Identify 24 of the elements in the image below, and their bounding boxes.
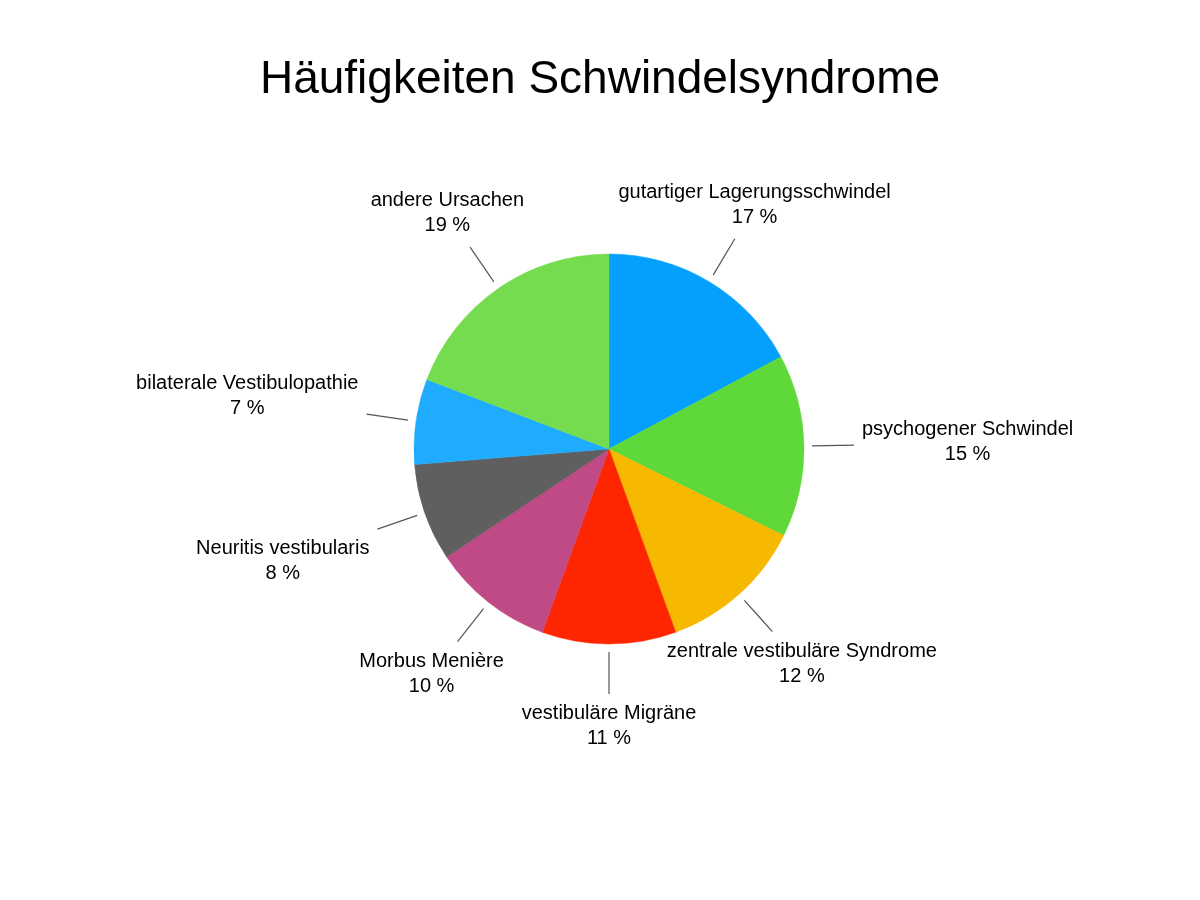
pie-slice	[608, 253, 782, 450]
slice-label: psychogener Schwindel	[861, 417, 1074, 440]
pie-slice	[446, 448, 610, 633]
slice-label: zentrale vestibuläre Syndrome	[666, 638, 937, 661]
pie-slice	[413, 379, 610, 465]
slice-label: bilaterale Vestibulopathie	[136, 371, 359, 393]
slice-label: Morbus Menière	[359, 648, 504, 671]
pie-slice	[414, 448, 610, 558]
data-label: 15 %	[944, 442, 991, 465]
pie-slice	[608, 448, 784, 633]
slice-label: vestibuläre Migräne	[521, 701, 697, 723]
slice-label: andere Ursachen	[370, 188, 525, 211]
data-label: 8 %	[265, 560, 301, 583]
chart-title: Häufigkeiten Schwindelsyndrome	[258, 50, 942, 104]
data-label: 10 %	[408, 673, 455, 696]
data-label: 19 %	[424, 213, 471, 236]
data-label: 7 %	[230, 396, 265, 418]
slice-label: gutartiger Lagerungsschwindel	[618, 179, 891, 202]
data-label: 11 %	[586, 726, 632, 748]
data-label: 12 %	[779, 663, 825, 686]
pie-slice	[426, 253, 610, 450]
data-label: 17 %	[731, 204, 778, 227]
pie-slice	[608, 356, 805, 536]
slice-label: Neuritis vestibularis	[196, 535, 370, 558]
